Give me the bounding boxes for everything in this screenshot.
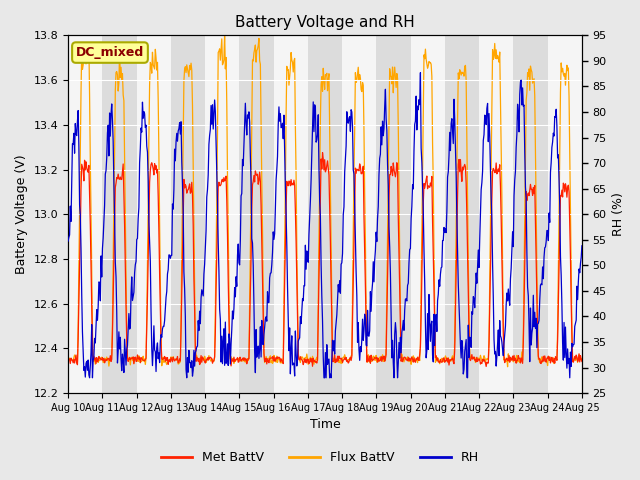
Bar xyxy=(479,36,513,393)
Bar xyxy=(137,36,171,393)
X-axis label: Time: Time xyxy=(310,419,340,432)
Bar xyxy=(513,36,548,393)
Bar xyxy=(274,36,308,393)
Text: DC_mixed: DC_mixed xyxy=(76,46,144,59)
Bar xyxy=(411,36,445,393)
Legend: Met BattV, Flux BattV, RH: Met BattV, Flux BattV, RH xyxy=(156,446,484,469)
Bar xyxy=(102,36,137,393)
Y-axis label: RH (%): RH (%) xyxy=(612,192,625,236)
Bar xyxy=(239,36,274,393)
Title: Battery Voltage and RH: Battery Voltage and RH xyxy=(235,15,415,30)
Y-axis label: Battery Voltage (V): Battery Voltage (V) xyxy=(15,155,28,274)
Bar xyxy=(445,36,479,393)
Bar xyxy=(68,36,102,393)
Bar xyxy=(548,36,582,393)
Bar xyxy=(342,36,376,393)
Bar xyxy=(171,36,205,393)
Bar xyxy=(205,36,239,393)
Bar xyxy=(376,36,411,393)
Bar xyxy=(308,36,342,393)
